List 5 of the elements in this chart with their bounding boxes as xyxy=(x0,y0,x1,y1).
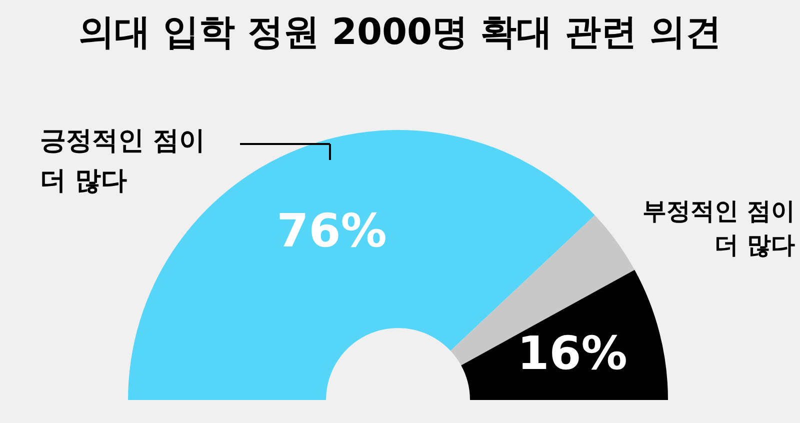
chart-title: 의대 입학 정원 2000명 확대 관련 의견 xyxy=(78,12,722,53)
slice-label: 부정적인 점이 더 많다 xyxy=(642,197,795,259)
data-label: 16% xyxy=(517,326,628,380)
data-label: 76% xyxy=(276,204,387,258)
slice-label: 긍정적인 점이 더 많다 xyxy=(40,126,206,196)
